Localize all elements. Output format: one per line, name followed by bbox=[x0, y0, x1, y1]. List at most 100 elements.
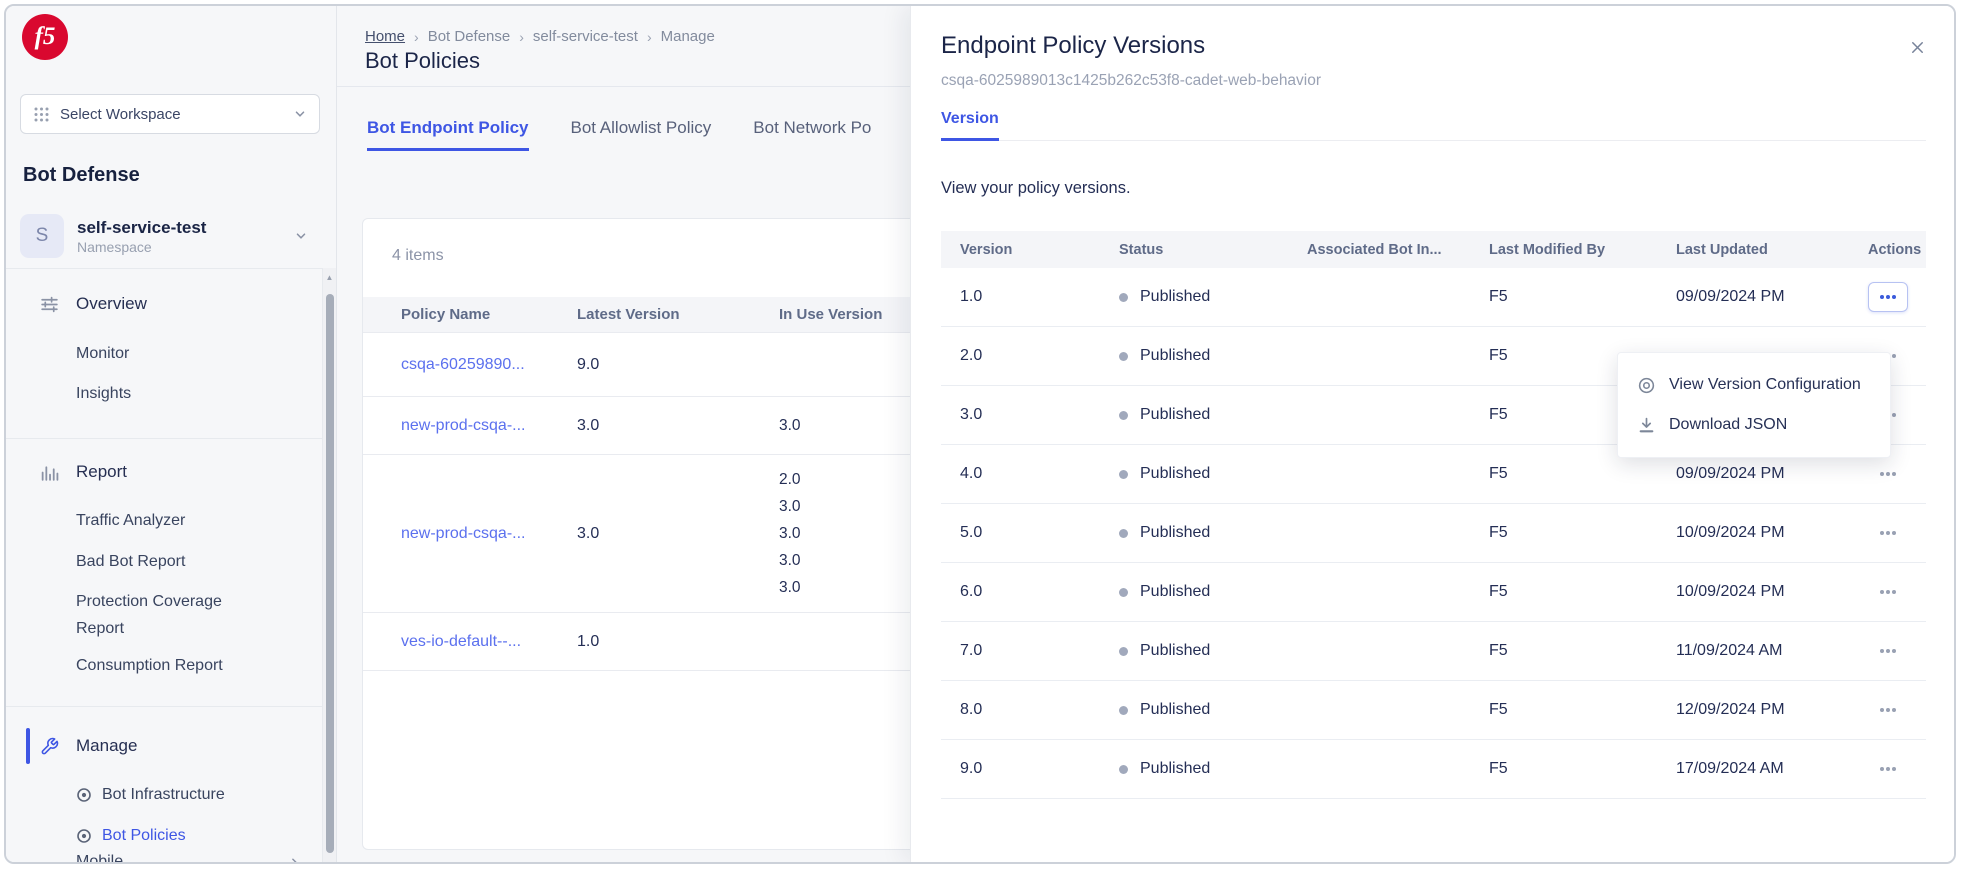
row-actions-button[interactable] bbox=[1868, 518, 1908, 548]
sidebar-item-bad-bot-report[interactable]: Bad Bot Report bbox=[6, 548, 321, 576]
table-row: new-prod-csqa-... 3.0 2.0 3.0 3.0 3.0 3.… bbox=[363, 455, 1281, 613]
namespace-type-label: Namespace bbox=[77, 238, 152, 255]
table-row: 6.0 Published F5 10/09/2024 PM bbox=[941, 563, 1926, 622]
status-cell: Published bbox=[1119, 288, 1307, 306]
scroll-up-icon[interactable]: ▲ bbox=[325, 273, 334, 282]
sidebar-item-mobile[interactable]: Mobile bbox=[6, 848, 306, 864]
workspace-label: Select Workspace bbox=[60, 105, 181, 123]
actions-cell bbox=[1868, 636, 1930, 666]
policy-tabs: Bot Endpoint Policy Bot Allowlist Policy… bbox=[367, 118, 871, 151]
row-actions-button[interactable] bbox=[1868, 636, 1908, 666]
f5-logo: f5 bbox=[22, 14, 68, 60]
chevron-down-icon bbox=[293, 107, 307, 121]
row-actions-button[interactable] bbox=[1868, 695, 1908, 725]
row-actions-button[interactable] bbox=[1868, 282, 1908, 312]
table-row: csqa-60259890... 9.0 bbox=[363, 333, 1281, 397]
policy-name-link[interactable]: new-prod-csqa-... bbox=[401, 524, 526, 542]
sidebar-item-monitor[interactable]: Monitor bbox=[6, 340, 321, 368]
table-row: 1.0 Published F5 09/09/2024 PM bbox=[941, 268, 1926, 327]
policy-name-link[interactable]: csqa-60259890... bbox=[401, 355, 525, 373]
tab-version[interactable]: Version bbox=[941, 110, 999, 141]
status-cell: Published bbox=[1119, 642, 1307, 660]
sidebar-item-traffic-analyzer[interactable]: Traffic Analyzer bbox=[6, 507, 321, 535]
status-dot-icon bbox=[1119, 587, 1128, 597]
sidebar-item-insights[interactable]: Insights bbox=[6, 380, 321, 408]
workspace-selector[interactable]: Select Workspace bbox=[20, 94, 320, 134]
sidebar-item-consumption-report[interactable]: Consumption Report bbox=[6, 652, 321, 680]
status-badge: Published bbox=[1140, 288, 1211, 305]
sidebar-item-overview[interactable]: Overview bbox=[6, 288, 321, 320]
status-badge: Published bbox=[1140, 583, 1211, 600]
sidebar-item-bot-policies[interactable]: Bot Policies bbox=[6, 822, 321, 850]
tab-bot-network-policy[interactable]: Bot Network Po bbox=[753, 118, 872, 137]
active-section-indicator bbox=[26, 728, 30, 764]
table-row: 5.0 Published F5 10/09/2024 PM bbox=[941, 504, 1926, 563]
latest-version-cell: 3.0 bbox=[577, 524, 600, 542]
panel-title: Endpoint Policy Versions bbox=[941, 32, 1206, 59]
status-badge: Published bbox=[1140, 465, 1211, 482]
sidebar-divider bbox=[6, 706, 336, 707]
last-updated-cell: 09/09/2024 PM bbox=[1676, 465, 1785, 482]
sidebar-item-label: Mobile bbox=[76, 853, 124, 864]
breadcrumb-home-link[interactable]: Home bbox=[365, 28, 406, 45]
namespace-selector[interactable]: S self-service-test Namespace bbox=[20, 211, 322, 261]
status-badge: Published bbox=[1140, 406, 1211, 423]
versions-table-header: Version Status Associated Bot In... Last… bbox=[941, 231, 1926, 268]
table-row: 8.0 Published F5 12/09/2024 PM bbox=[941, 681, 1926, 740]
tab-bot-endpoint-policy[interactable]: Bot Endpoint Policy bbox=[367, 118, 529, 151]
chevron-right-icon: › bbox=[519, 28, 524, 45]
sidebar-item-label: Monitor bbox=[76, 345, 130, 362]
versions-table: Version Status Associated Bot In... Last… bbox=[941, 231, 1926, 799]
policy-name-link[interactable]: new-prod-csqa-... bbox=[401, 416, 526, 434]
last-modified-by-cell: F5 bbox=[1489, 760, 1508, 777]
breadcrumb-bot-defense[interactable]: Bot Defense bbox=[427, 28, 511, 45]
table-row: ves-io-default--... 1.0 bbox=[363, 613, 1281, 671]
row-actions-button[interactable] bbox=[1868, 459, 1908, 489]
sidebar-item-manage[interactable]: Manage bbox=[6, 730, 321, 762]
panel-subtitle: csqa-6025989013c1425b262c53f8-cadet-web-… bbox=[941, 72, 1322, 89]
latest-version-cell: 1.0 bbox=[577, 632, 600, 650]
last-updated-cell: 12/09/2024 PM bbox=[1676, 701, 1785, 718]
column-last-modified-by: Last Modified By bbox=[1489, 241, 1606, 258]
chevron-right-icon: › bbox=[646, 28, 652, 45]
status-badge: Published bbox=[1140, 524, 1211, 541]
status-cell: Published bbox=[1119, 347, 1307, 365]
menu-item-download-json[interactable]: Download JSON bbox=[1618, 405, 1890, 445]
status-badge: Published bbox=[1140, 760, 1211, 777]
column-actions: Actions bbox=[1868, 241, 1922, 258]
status-dot-icon bbox=[1119, 705, 1128, 715]
sidebar-item-bot-infrastructure[interactable]: Bot Infrastructure bbox=[6, 781, 321, 809]
sidebar-divider bbox=[6, 268, 336, 269]
sidebar-item-report[interactable]: Report bbox=[6, 456, 321, 488]
table-row: 4.0 Published F5 09/09/2024 PM bbox=[941, 445, 1926, 504]
row-actions-button[interactable] bbox=[1868, 577, 1908, 607]
latest-version-cell: 9.0 bbox=[577, 355, 600, 373]
menu-item-label: Download JSON bbox=[1669, 416, 1788, 433]
status-dot-icon bbox=[1119, 646, 1128, 656]
status-cell: Published bbox=[1119, 524, 1307, 542]
status-dot-icon bbox=[1119, 292, 1128, 302]
close-icon[interactable] bbox=[1906, 36, 1928, 58]
menu-item-view-version-configuration[interactable]: View Version Configuration bbox=[1618, 365, 1890, 405]
app-window: f5 Select Workspace Bot Defense S self-s… bbox=[4, 4, 1956, 864]
bar-chart-icon bbox=[40, 463, 59, 482]
column-policy-name: Policy Name bbox=[401, 306, 491, 323]
sidebar-item-label: Protection Coverage Report bbox=[76, 593, 222, 637]
table-row: 7.0 Published F5 11/09/2024 AM bbox=[941, 622, 1926, 681]
tab-bot-allowlist-policy[interactable]: Bot Allowlist Policy bbox=[570, 118, 712, 137]
in-use-version-cell: 3.0 bbox=[779, 412, 1281, 439]
ellipsis-icon bbox=[1880, 708, 1896, 712]
version-cell: 7.0 bbox=[960, 642, 983, 659]
status-cell: Published bbox=[1119, 701, 1307, 719]
scrollbar-thumb[interactable] bbox=[325, 294, 334, 853]
sidebar-item-protection-coverage-report[interactable]: Protection Coverage Report bbox=[6, 588, 266, 642]
versions-table-body: 1.0 Published F5 09/09/2024 PM bbox=[941, 268, 1926, 799]
row-actions-button[interactable] bbox=[1868, 754, 1908, 784]
column-last-updated: Last Updated bbox=[1676, 241, 1768, 258]
column-associated-bot: Associated Bot In... bbox=[1307, 241, 1442, 258]
sidebar-item-label: Consumption Report bbox=[76, 657, 223, 674]
chevron-right-icon bbox=[288, 856, 301, 862]
policy-name-link[interactable]: ves-io-default--... bbox=[401, 632, 522, 650]
sidebar-item-label: Insights bbox=[76, 385, 132, 402]
breadcrumb-namespace[interactable]: self-service-test bbox=[532, 28, 638, 45]
